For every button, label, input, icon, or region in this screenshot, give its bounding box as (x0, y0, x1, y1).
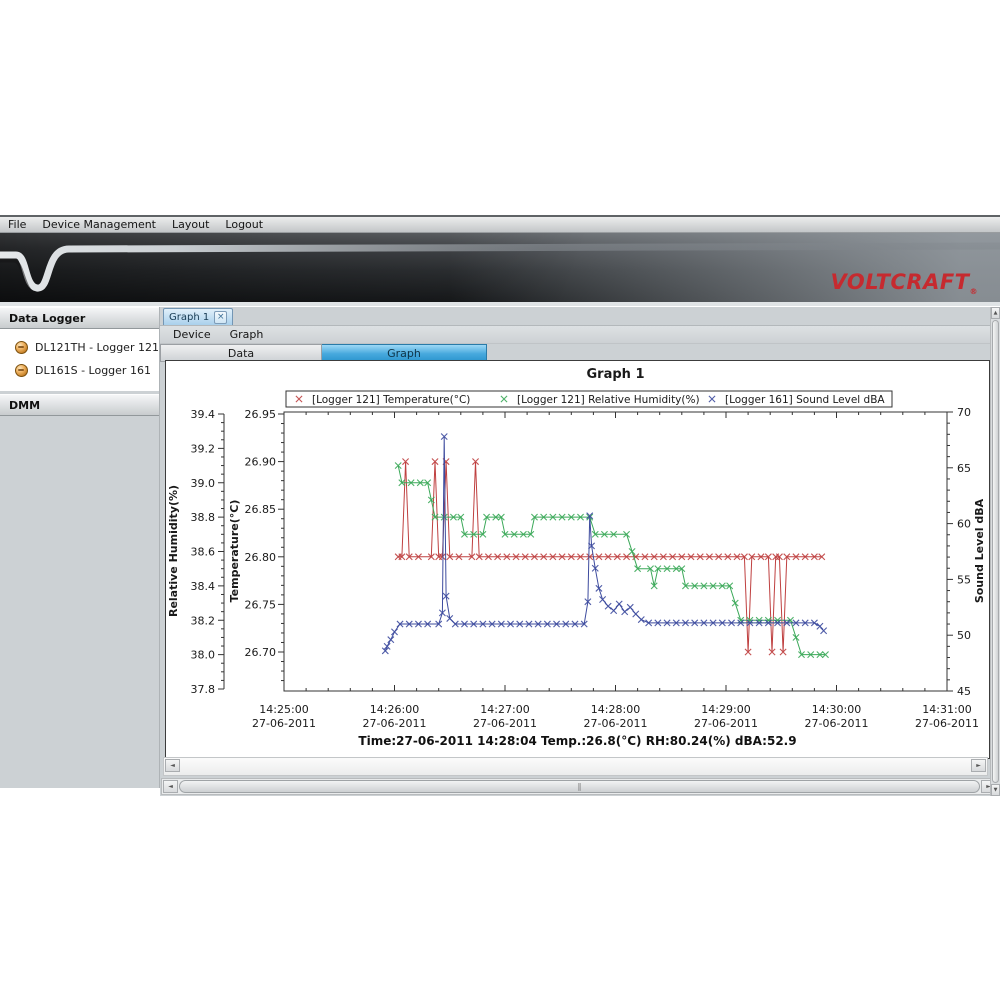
panel-menu-graph[interactable]: Graph (229, 328, 264, 341)
scroll-up-icon[interactable]: ▲ (991, 307, 1000, 319)
svg-text:38.8: 38.8 (191, 511, 216, 524)
svg-text:37.8: 37.8 (191, 683, 216, 696)
series-humidity (394, 462, 829, 659)
svg-text:[Logger 121] Relative Humidity: [Logger 121] Relative Humidity(%) (517, 394, 700, 406)
sidebar-device-list: DL121TH - Logger 121 DL161S - Logger 161 (0, 329, 159, 391)
close-icon[interactable]: × (214, 310, 228, 324)
scroll-right-icon[interactable]: ► (971, 759, 986, 772)
svg-text:38.6: 38.6 (191, 546, 216, 559)
svg-text:27-06-2011: 27-06-2011 (363, 717, 427, 730)
y-axis-sound: 70 65 60 55 50 45 Sound Level dBA (947, 406, 986, 698)
svg-text:60: 60 (957, 518, 971, 531)
tab-label: Graph 1 (169, 311, 210, 323)
svg-text:26.80: 26.80 (245, 551, 277, 564)
svg-text:38.0: 38.0 (191, 649, 216, 662)
menu-item-device-management[interactable]: Device Management (42, 218, 156, 231)
svg-text:39.4: 39.4 (191, 408, 216, 421)
grip-icon: ∥ (577, 782, 582, 791)
series-sound (381, 433, 828, 655)
menu-item-file[interactable]: File (8, 218, 27, 231)
registered-mark-icon: ® (969, 287, 978, 296)
svg-text:14:31:00: 14:31:00 (922, 703, 971, 716)
y-axis-humidity: 39.4 39.2 39.0 38.8 38.6 38.4 38.2 38.0 37.8 Rela… (167, 408, 225, 696)
svg-text:[Logger 121] Temperature(°C): [Logger 121] Temperature(°C) (312, 394, 470, 406)
panel-menu-bar: Device Graph (160, 326, 990, 344)
horizontal-scrollbar-outer[interactable]: ◄ ► ∥ (161, 778, 998, 795)
sidebar-item-label: DL161S - Logger 161 (35, 364, 151, 377)
scroll-left-icon[interactable]: ◄ (163, 780, 178, 793)
chart-cursor-readout: Time:27-06-2011 14:28:04 Temp.:26.8(°C) … (358, 734, 797, 748)
svg-text:26.85: 26.85 (245, 503, 277, 516)
svg-text:26.95: 26.95 (245, 408, 277, 421)
svg-text:26.75: 26.75 (245, 598, 277, 611)
svg-text:Sound Level dBA: Sound Level dBA (973, 498, 986, 603)
scrollbar-thumb[interactable] (992, 320, 999, 783)
logger-device-icon (15, 341, 28, 354)
x-axis: 14:25:0027-06-201114:26:0027-06-201114:2… (252, 412, 979, 730)
voltcraft-logo: VOLTCRAFT® (830, 269, 978, 296)
svg-text:14:25:00: 14:25:00 (259, 703, 308, 716)
brand-banner: VOLTCRAFT® (0, 233, 1000, 306)
svg-text:65: 65 (957, 462, 971, 475)
svg-text:27-06-2011: 27-06-2011 (584, 717, 648, 730)
vertical-scrollbar[interactable]: ▲ ▼ (990, 307, 1000, 796)
panel-menu-device[interactable]: Device (173, 328, 211, 341)
svg-text:38.2: 38.2 (191, 614, 216, 627)
svg-text:14:27:00: 14:27:00 (480, 703, 529, 716)
svg-text:27-06-2011: 27-06-2011 (915, 717, 979, 730)
series-temperature (394, 458, 826, 656)
svg-text:14:28:00: 14:28:00 (591, 703, 640, 716)
chart-title: Graph 1 (587, 367, 645, 382)
menu-bar: File Device Management Layout Logout (0, 215, 1000, 233)
svg-text:26.90: 26.90 (245, 456, 277, 469)
chart-svg[interactable]: Graph 1[Logger 121] Temperature(°C) [Logg… (166, 361, 989, 731)
menu-item-layout[interactable]: Layout (172, 218, 210, 231)
sidebar-item-dl121th[interactable]: DL121TH - Logger 121 (0, 336, 159, 359)
svg-text:27-06-2011: 27-06-2011 (252, 717, 316, 730)
sidebar-item-label: DL121TH - Logger 121 (35, 341, 159, 354)
document-tab-bar: Graph 1 × (160, 307, 990, 326)
menu-item-logout[interactable]: Logout (225, 218, 264, 231)
svg-text:Temperature(°C): Temperature(°C) (228, 500, 241, 603)
svg-text:Graph 1: Graph 1 (587, 367, 645, 382)
svg-text:27-06-2011: 27-06-2011 (805, 717, 869, 730)
y-axis-temperature: 26.95 26.90 26.85 26.80 26.75 26.70 Temperatur… (228, 408, 284, 682)
svg-text:14:30:00: 14:30:00 (812, 703, 861, 716)
svg-text:70: 70 (957, 406, 971, 419)
horizontal-scrollbar-inner[interactable]: ◄ ► (163, 757, 988, 776)
workspace: Graph 1 × Device Graph Data Graph Graph … (160, 307, 998, 796)
svg-text:55: 55 (957, 573, 971, 586)
scroll-down-icon[interactable]: ▼ (991, 784, 1000, 796)
svg-text:27-06-2011: 27-06-2011 (694, 717, 758, 730)
svg-text:39.2: 39.2 (191, 442, 216, 455)
svg-text:14:26:00: 14:26:00 (370, 703, 419, 716)
sidebar-section-dmm[interactable]: DMM (0, 394, 159, 416)
svg-text:45: 45 (957, 685, 971, 698)
svg-text:Relative Humidity(%): Relative Humidity(%) (167, 485, 180, 617)
svg-text:26.70: 26.70 (245, 646, 277, 659)
waveform-logo (0, 242, 1000, 296)
scrollbar-thumb[interactable]: ∥ (179, 780, 980, 793)
sidebar-item-dl161s[interactable]: DL161S - Logger 161 (0, 359, 159, 382)
svg-text:[Logger 161] Sound Level dBA: [Logger 161] Sound Level dBA (725, 394, 885, 406)
scroll-left-icon[interactable]: ◄ (165, 759, 180, 772)
graph-panel: Graph 1 [Logger 121] Temperature(°C) [Logg… (165, 360, 990, 759)
sidebar: Data Logger DL121TH - Logger 121 DL161S … (0, 307, 160, 788)
svg-text:39.0: 39.0 (191, 477, 216, 490)
svg-text:38.4: 38.4 (191, 580, 216, 593)
logger-device-icon (15, 364, 28, 377)
svg-text:14:29:00: 14:29:00 (701, 703, 750, 716)
sidebar-section-data-logger[interactable]: Data Logger (0, 307, 159, 329)
chart-legend: [Logger 121] Temperature(°C) [Logger 121]… (285, 390, 893, 408)
svg-text:50: 50 (957, 629, 971, 642)
tab-graph-1[interactable]: Graph 1 × (163, 308, 234, 325)
svg-text:27-06-2011: 27-06-2011 (473, 717, 537, 730)
